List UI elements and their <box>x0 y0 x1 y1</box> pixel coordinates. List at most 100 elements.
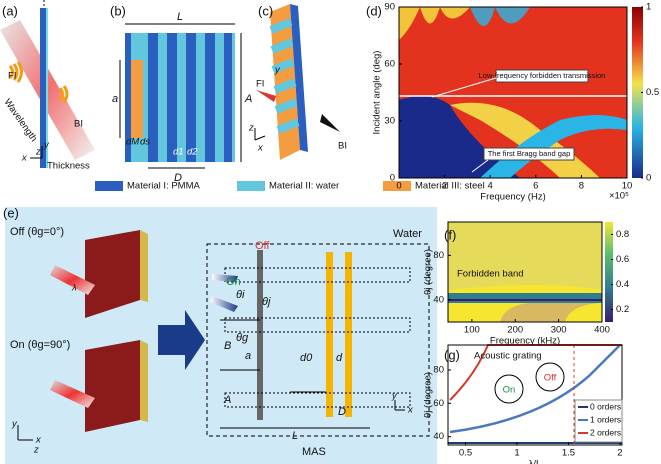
x-tick-label: 300 <box>551 325 567 336</box>
y-axis-label: Incident angle (deg) <box>372 51 383 135</box>
label: Thickness <box>47 161 90 172</box>
x-tick-label: 1 <box>514 448 519 459</box>
panel-b <box>119 23 242 169</box>
x-tick-label: 1.5 <box>562 448 575 459</box>
panel-label: (f) <box>444 227 456 242</box>
heatmap-region <box>448 293 602 303</box>
colorbar-tick-label: 0.2 <box>616 304 629 315</box>
legend-swatch <box>383 181 411 191</box>
axis-label: x <box>21 153 28 164</box>
x-tick-label: 100 <box>464 325 480 336</box>
label: L <box>292 430 298 442</box>
panel-label: (e) <box>3 205 19 220</box>
legend-label: Material II: water <box>269 181 339 192</box>
plot-frame <box>447 344 623 446</box>
grating <box>85 340 140 432</box>
slab <box>290 4 308 152</box>
panel-f <box>448 222 613 322</box>
panel-label: (a) <box>2 3 18 18</box>
label: a <box>112 93 118 105</box>
plot-frame <box>447 221 603 323</box>
colorbar-tick-label: 0 <box>646 173 651 184</box>
axis-label: x <box>407 405 414 416</box>
x-tick-label: 10 <box>622 181 633 192</box>
cell <box>125 33 235 162</box>
axis-label: y <box>391 391 398 402</box>
axis-exponent: ×10⁵ <box>609 191 629 202</box>
y-tick-label: 30 <box>384 116 395 127</box>
label: Water <box>393 228 422 240</box>
annotation: Forbidden band <box>457 269 524 280</box>
stripes <box>269 18 300 134</box>
legend-label: 2 orders <box>590 427 621 437</box>
x-tick-label: 200 <box>507 325 523 336</box>
axis-label: y <box>43 140 50 151</box>
label: d2 <box>187 147 198 158</box>
x-tick-label: 8 <box>579 181 584 192</box>
heatmap-region <box>399 7 470 40</box>
legend-label: 0 orders <box>590 401 621 411</box>
y-axis-label: θj (degree) <box>423 372 434 418</box>
panel-e <box>5 207 437 464</box>
y-tick-label: 0 <box>390 173 395 184</box>
axis-label: z <box>33 445 39 456</box>
label: A <box>223 394 231 406</box>
colorbar-tick-label: 0.4 <box>616 279 629 290</box>
label: Wavelength <box>1 97 39 144</box>
legend-swatch <box>237 181 265 191</box>
annotation: Low-frequency forbidden transmission <box>479 71 606 80</box>
axis-label: z <box>35 147 41 158</box>
panel-a <box>0 0 95 168</box>
label: L <box>177 11 183 23</box>
label: Off (θg=0°) <box>10 226 64 238</box>
slab <box>46 8 48 168</box>
wavefront <box>58 85 69 103</box>
back-arrow <box>320 114 340 132</box>
label: d1 <box>173 147 184 158</box>
label: On (θg=90°) <box>10 339 70 351</box>
label: On <box>226 276 241 288</box>
legend-label: Material III: steel <box>415 181 485 192</box>
beam <box>50 265 95 295</box>
label: MAS <box>302 446 326 458</box>
wavefront <box>8 61 23 83</box>
colorbar-tick-label: 0.6 <box>616 254 629 265</box>
x-axis-label: Frequency (Hz) <box>480 192 545 203</box>
y-tick-label: 80 <box>433 250 444 261</box>
panel-c <box>254 4 340 160</box>
beam <box>50 380 95 408</box>
axis-label: y <box>11 419 18 430</box>
colorbar <box>632 7 643 178</box>
heatmap-region <box>470 7 530 26</box>
label: d <box>336 352 343 364</box>
label: ds <box>140 137 150 148</box>
label: D <box>338 406 346 418</box>
label: dM <box>126 137 139 148</box>
frame <box>206 243 430 437</box>
x-tick-label: 6 <box>533 181 538 192</box>
panel-label: (g) <box>444 347 460 362</box>
label: θj <box>262 296 271 308</box>
incident-arrow <box>256 90 276 102</box>
arrow <box>158 310 205 370</box>
y-tick-label: 80 <box>433 365 444 376</box>
plate <box>345 252 352 417</box>
slab <box>40 8 46 168</box>
colorbar-tick-label: 0.5 <box>646 87 659 98</box>
label: A <box>244 93 252 105</box>
label: D <box>174 172 182 184</box>
x-tick-label: 400 <box>594 325 610 336</box>
x-tick-label: 4 <box>488 181 493 192</box>
wall <box>257 250 263 420</box>
plot-frame <box>398 6 628 179</box>
panel-label: (c) <box>258 3 273 18</box>
axis-label: x <box>257 143 264 154</box>
label: Off <box>544 373 557 384</box>
panel-label: (d) <box>366 3 382 18</box>
colorbar-tick-label: 1 <box>646 2 651 13</box>
annotation: The first Bragg band gap <box>488 149 571 158</box>
colorbar <box>605 222 613 322</box>
x-axis-label: Frequency (kHz) <box>490 336 560 347</box>
heatmap-region <box>500 303 600 322</box>
